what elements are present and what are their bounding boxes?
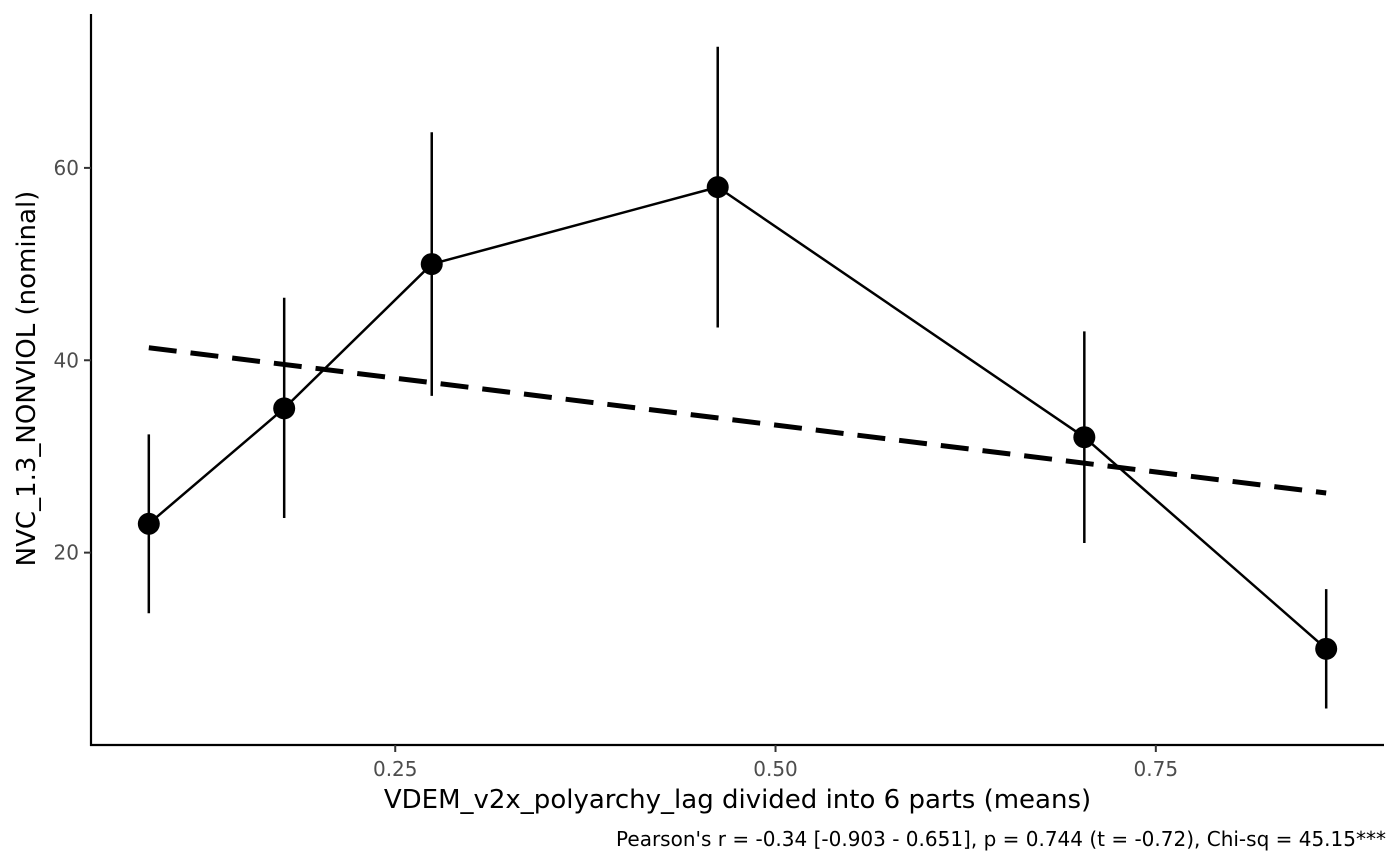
x-tick-label: 0.25 (373, 757, 418, 781)
data-point (137, 512, 160, 535)
data-point (1073, 426, 1096, 449)
data-point (1315, 637, 1338, 660)
axes (89, 14, 1384, 747)
y-tick-label: 40 (54, 348, 79, 372)
y-ticks: 20 40 60 (54, 156, 91, 565)
trend-line (148, 345, 1327, 496)
data-point (273, 397, 296, 420)
x-ticks: 0.25 0.50 0.75 (373, 745, 1178, 781)
data-point (706, 176, 729, 199)
y-tick-label: 20 (54, 541, 79, 565)
x-axis-title: VDEM_v2x_polyarchy_lag divided into 6 pa… (384, 785, 1091, 815)
plot-area (137, 46, 1338, 709)
x-tick-label: 0.50 (753, 757, 798, 781)
x-tick-label: 0.75 (1134, 757, 1179, 781)
series-line (147, 185, 1328, 650)
y-tick-label: 60 (54, 156, 79, 180)
data-point (420, 253, 443, 276)
y-axis-title: NVC_1.3_NONVIOL (nominal) (12, 191, 42, 567)
chart-caption: Pearson's r = -0.34 [-0.903 - 0.651], p … (616, 827, 1386, 851)
